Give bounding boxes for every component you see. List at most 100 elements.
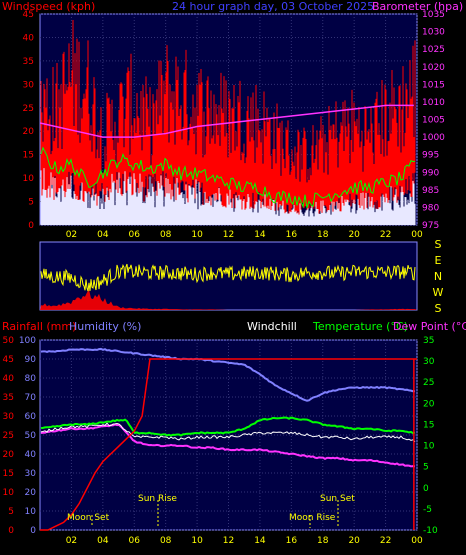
temp-x-tick: 04: [97, 536, 109, 546]
barometer-y-tick: 1005: [422, 116, 445, 126]
temp-y-tick: 25: [423, 378, 434, 388]
rain-y-tick: 45: [3, 355, 14, 365]
temperature-line: [40, 416, 416, 437]
wind-x-ticks: 02 04 06 08 10 12 14 16 18 20 22 00: [66, 230, 423, 240]
rain-y-tick: 50: [3, 336, 15, 346]
temp-x-tick: 08: [160, 536, 172, 546]
rain-y-tick: 30: [3, 412, 15, 422]
humidity-y-tick: 0: [30, 526, 36, 536]
wind-average-line: [40, 146, 416, 209]
temp-series: [40, 347, 417, 531]
dewpoint-line: [40, 423, 416, 468]
humidity-y-tick: 40: [25, 450, 37, 460]
temperature-legend: Temperature (°C): [312, 320, 408, 333]
barometer-y-tick: 1020: [422, 63, 445, 73]
temp-plot-area: [39, 339, 418, 531]
direction-label: E: [435, 254, 442, 267]
temp-x-tick: 18: [317, 536, 329, 546]
temp-y-tick: -5: [423, 505, 432, 515]
wind-x-tick: 00: [411, 230, 423, 240]
barometer-y-tick: 985: [422, 186, 439, 196]
humidity-y-tick: 20: [25, 488, 37, 498]
sun-set-label: Sun Set: [320, 494, 355, 504]
temp-x-tick: 16: [286, 536, 298, 546]
rain-y-tick: 25: [3, 431, 14, 441]
temp-x-tick: 20: [348, 536, 360, 546]
rainfall-legend: Rainfall (mm): [2, 320, 76, 333]
wind-y-tick: 25: [23, 104, 34, 114]
rain-y-tick: 40: [3, 374, 15, 384]
rain-y-tick: 0: [8, 526, 14, 536]
wind-series: [39, 20, 416, 225]
wind-x-tick: 18: [317, 230, 329, 240]
direction-label: S: [435, 238, 442, 251]
temp-y-tick: -10: [423, 526, 438, 536]
temp-y-tick: 35: [423, 336, 434, 346]
rain-y-tick: 10: [3, 488, 15, 498]
wind-y-tick: 35: [23, 57, 34, 67]
humidity-y-tick: 80: [25, 374, 37, 384]
temp-y-tick: 15: [423, 420, 434, 430]
wind-x-tick: 20: [348, 230, 360, 240]
humidity-y-ticks: 0 10 20 30 40 50 60 70 80 90 100: [19, 336, 36, 536]
moon-set-label: Moon Set: [67, 513, 110, 523]
rainfall-line: [40, 358, 417, 531]
wind-x-tick: 06: [129, 230, 141, 240]
rain-y-ticks: 0 5 10 15 20 25 30 35 40 45 50: [3, 336, 15, 536]
temp-x-tick: 14: [254, 536, 266, 546]
dewpoint-legend: Dew Point (°C): [393, 320, 466, 333]
temp-x-tick: 22: [380, 536, 391, 546]
wind-y-tick: 5: [28, 198, 34, 208]
wind-direction-line: [40, 263, 416, 292]
barometer-y-tick: 1015: [422, 80, 445, 90]
humidity-y-tick: 60: [25, 412, 37, 422]
barometer-y-tick: 1000: [422, 133, 445, 143]
temp-y-tick: 0: [423, 484, 429, 494]
wind-x-tick: 12: [223, 230, 234, 240]
rain-y-tick: 35: [3, 393, 14, 403]
moon-rise-label: Moon Rise: [289, 513, 336, 523]
wind-y-tick: 45: [23, 10, 34, 20]
temp-y-tick: 20: [423, 399, 435, 409]
wind-x-tick: 22: [380, 230, 391, 240]
barometer-y-tick: 995: [422, 151, 439, 161]
wind-y-tick: 20: [23, 127, 35, 137]
rain-y-tick: 20: [3, 450, 15, 460]
humidity-y-tick: 10: [25, 507, 37, 517]
barometer-y-tick: 980: [422, 203, 439, 213]
wind-x-tick: 10: [191, 230, 203, 240]
temp-y-tick: 30: [423, 357, 435, 367]
wind-x-tick: 14: [254, 230, 266, 240]
windspeed-axis-title: Windspeed (kph): [2, 0, 95, 13]
wind-x-tick: 16: [286, 230, 298, 240]
temp-x-tick: 12: [223, 536, 234, 546]
barometer-y-tick: 1030: [422, 28, 445, 38]
humidity-y-tick: 70: [25, 393, 37, 403]
barometer-y-tick: 975: [422, 221, 439, 231]
humidity-legend: Humidity (%): [69, 320, 141, 333]
wind-x-tick: 08: [160, 230, 172, 240]
direction-label: W: [433, 286, 444, 299]
sun-rise-label: Sun Rise: [138, 494, 177, 504]
chart-title: 24 hour graph day, 03 October 2025: [172, 0, 374, 13]
humidity-y-tick: 50: [25, 431, 37, 441]
humidity-y-tick: 90: [25, 355, 37, 365]
barometer-y-tick: 990: [422, 168, 439, 178]
humidity-y-tick: 100: [19, 336, 36, 346]
temp-x-tick: 06: [129, 536, 141, 546]
rain-y-tick: 5: [8, 507, 14, 517]
wind-y-ticks: 0 5 10 15 20 25 30 35 40 45: [23, 10, 35, 231]
rain-y-tick: 15: [3, 469, 14, 479]
windchill-line: [40, 422, 416, 443]
barometer-axis-title: Barometer (hpa): [372, 0, 463, 13]
temp-y-tick: 10: [423, 442, 435, 452]
wind-y-tick: 15: [23, 151, 34, 161]
windchill-legend: Windchill: [247, 320, 297, 333]
wind-x-tick: 02: [66, 230, 77, 240]
temp-x-ticks: 02 04 06 08 10 12 14 16 18 20 22 00: [66, 536, 423, 546]
direction-rain-area: [40, 289, 417, 310]
barometer-y-tick: 1025: [422, 45, 445, 55]
direction-series: [40, 263, 417, 310]
